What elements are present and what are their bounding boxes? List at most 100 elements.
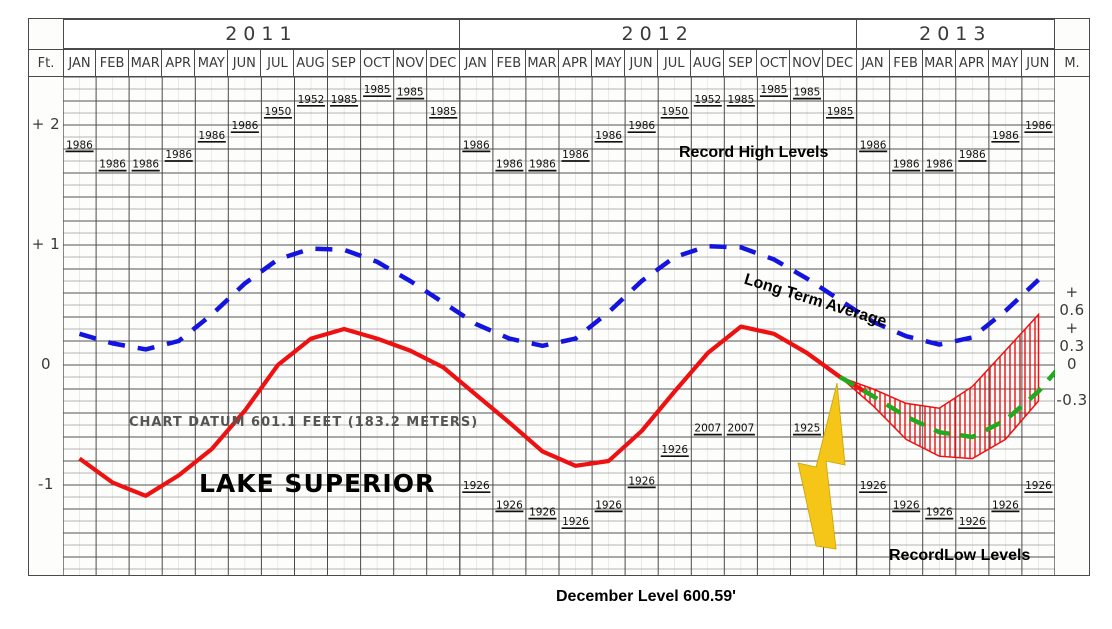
record-low-marker-year-24: 1926 xyxy=(860,480,887,492)
lake-name-label: LAKE SUPERIOR xyxy=(199,469,436,498)
record-low-marker-year-12: 1926 xyxy=(463,480,490,492)
record-low-marker-year-19: 2007 xyxy=(694,423,721,435)
record-high-marker-year-21: 1985 xyxy=(761,84,788,96)
record-high-marker-year-4: 1986 xyxy=(198,130,225,142)
record-high-marker-year-0: 1986 xyxy=(66,139,93,151)
month-cell-2012-MAY: MAY xyxy=(592,49,626,77)
month-cell-2011-AUG: AUG xyxy=(294,49,328,77)
plot-area: 1986 1986 1986 1986 1986 1986 1950 1952 1985 1985… xyxy=(63,77,1055,575)
month-cell-2012-APR: APR xyxy=(558,49,592,77)
record-low-marker-year-13: 1926 xyxy=(496,499,523,511)
month-cell-2013-MAR: MAR xyxy=(922,49,956,77)
chart-datum-label: CHART DATUM 601.1 FEET (183.2 METERS) xyxy=(129,415,479,430)
month-cell-2012-AUG: AUG xyxy=(691,49,725,77)
month-cell-2012-JAN: JAN xyxy=(459,49,493,77)
ytick-meters-3: -0.3 xyxy=(1056,391,1088,409)
month-cell-2011-NOV: NOV xyxy=(393,49,427,77)
record-high-label: Record High Levels xyxy=(679,144,829,161)
month-cell-2011-SEP: SEP xyxy=(327,49,361,77)
record-low-marker-year-17: 1926 xyxy=(628,475,655,487)
month-cell-2013-APR: APR xyxy=(955,49,989,77)
month-cell-2013-FEB: FEB xyxy=(889,49,923,77)
calendar-header: 2011 2012 2013 JAN FEB MAR APR MAY JUN JUL AUG SEP… xyxy=(63,19,1055,77)
month-cell-2011-FEB: FEB xyxy=(96,49,130,77)
series-forecast xyxy=(838,368,1055,440)
december-level-arrow xyxy=(797,382,846,550)
record-high-marker-year-16: 1986 xyxy=(595,130,622,142)
year-row: 2011 2012 2013 xyxy=(63,19,1055,49)
month-cell-2012-MAR: MAR xyxy=(525,49,559,77)
month-cell-2012-SEP: SEP xyxy=(724,49,758,77)
record-high-marker-year-14: 1986 xyxy=(529,159,556,171)
month-row: JAN FEB MAR APR MAY JUN JUL AUG SEP OCT NOV DEC JAN F… xyxy=(63,49,1055,77)
unit-header-feet: Ft. xyxy=(29,49,63,77)
ytick-feet-1: + 1 xyxy=(31,235,61,253)
record-high-marker-year-27: 1986 xyxy=(959,149,986,161)
record-low-marker-year-26: 1926 xyxy=(926,507,953,519)
record-high-marker-year-18: 1950 xyxy=(661,106,688,118)
record-high-marker-year-8: 1985 xyxy=(331,94,358,106)
record-high-marker-year-22: 1985 xyxy=(794,87,821,99)
record-low-marker-year-22: 1925 xyxy=(794,423,821,435)
record-low-marker-year-18: 1926 xyxy=(661,444,688,456)
record-high-marker-year-29: 1986 xyxy=(1025,120,1052,132)
month-cell-2011-APR: APR xyxy=(162,49,196,77)
ytick-feet-3: -1 xyxy=(38,475,54,493)
record-high-marker-year-13: 1986 xyxy=(496,159,523,171)
record-high-marker-year-11: 1985 xyxy=(430,106,457,118)
series-long-term-average xyxy=(78,243,1041,352)
record-high-marker-year-6: 1950 xyxy=(265,106,292,118)
ytick-meters-2: 0 xyxy=(1066,355,1078,373)
year-cell-2013: 2013 xyxy=(856,19,1055,49)
ytick-feet-2: 0 xyxy=(40,355,52,373)
month-cell-2011-OCT: OCT xyxy=(360,49,394,77)
month-cell-2011-JUN: JUN xyxy=(228,49,262,77)
month-cell-2013-JAN: JAN xyxy=(856,49,890,77)
month-cell-2012-JUL: JUL xyxy=(658,49,692,77)
record-low-label: RecordLow Levels xyxy=(889,547,1031,564)
record-high-marker-year-3: 1986 xyxy=(165,149,192,161)
month-cell-2012-OCT: OCT xyxy=(757,49,791,77)
plot-svg: 1986 1986 1986 1986 1986 1986 1950 1952 1985 1985… xyxy=(63,77,1055,575)
record-high-marker-year-7: 1952 xyxy=(298,94,325,106)
ytick-meters-1: + 0.3 xyxy=(1059,319,1085,355)
record-high-marker-year-26: 1986 xyxy=(926,159,953,171)
record-high-marker-year-15: 1986 xyxy=(562,149,589,161)
right-axis-meters: + 0.6 + 0.3 0 -0.3 xyxy=(1054,19,1089,575)
month-cell-2011-MAR: MAR xyxy=(129,49,163,77)
series-actual-level xyxy=(78,324,875,498)
record-high-marker-year-25: 1986 xyxy=(893,159,920,171)
month-cell-2011-DEC: DEC xyxy=(426,49,460,77)
record-high-marker-year-17: 1986 xyxy=(628,120,655,132)
record-low-marker-year-15: 1926 xyxy=(562,516,589,528)
december-level-annotation: December Level 600.59' xyxy=(556,588,736,605)
record-high-marker-year-9: 1985 xyxy=(364,84,391,96)
forecast-band xyxy=(839,312,1040,460)
record-low-marker-year-16: 1926 xyxy=(595,499,622,511)
record-high-marker-year-24: 1986 xyxy=(860,139,887,151)
record-low-marker-year-25: 1926 xyxy=(893,499,920,511)
month-cell-2012-FEB: FEB xyxy=(492,49,526,77)
record-high-marker-year-10: 1985 xyxy=(397,87,424,99)
month-cell-2013-MAY: MAY xyxy=(988,49,1022,77)
month-cell-2012-NOV: NOV xyxy=(790,49,824,77)
record-high-marker: 1986 1986 1986 1986 1986 1986 1950 1952 1985 1985… xyxy=(65,84,1053,172)
record-low-marker-year-27: 1926 xyxy=(959,516,986,528)
record-low-marker-year-20: 2007 xyxy=(728,423,755,435)
record-high-marker-year-5: 1986 xyxy=(232,120,259,132)
record-low-marker-year-28: 1926 xyxy=(992,499,1019,511)
record-high-marker-year-2: 1986 xyxy=(132,159,159,171)
month-cell-2012-JUN: JUN xyxy=(625,49,659,77)
left-axis-feet: + 2 + 1 0 -1 xyxy=(29,19,64,575)
record-low-marker-year-29: 1926 xyxy=(1025,480,1052,492)
month-cell-2011-JAN: JAN xyxy=(63,49,97,77)
year-cell-2012: 2012 xyxy=(459,19,857,49)
ytick-meters-0: + 0.6 xyxy=(1059,283,1085,319)
unit-header-meters: M. xyxy=(1055,49,1089,77)
ytick-feet-0: + 2 xyxy=(31,115,61,133)
record-high-marker-year-20: 1985 xyxy=(728,94,755,106)
chart-frame: + 2 + 1 0 -1 + 0.6 + 0.3 0 -0.3 Ft. M. 2011 201… xyxy=(28,18,1090,576)
record-low-marker-year-14: 1926 xyxy=(529,507,556,519)
record-high-marker-year-23: 1985 xyxy=(827,106,854,118)
